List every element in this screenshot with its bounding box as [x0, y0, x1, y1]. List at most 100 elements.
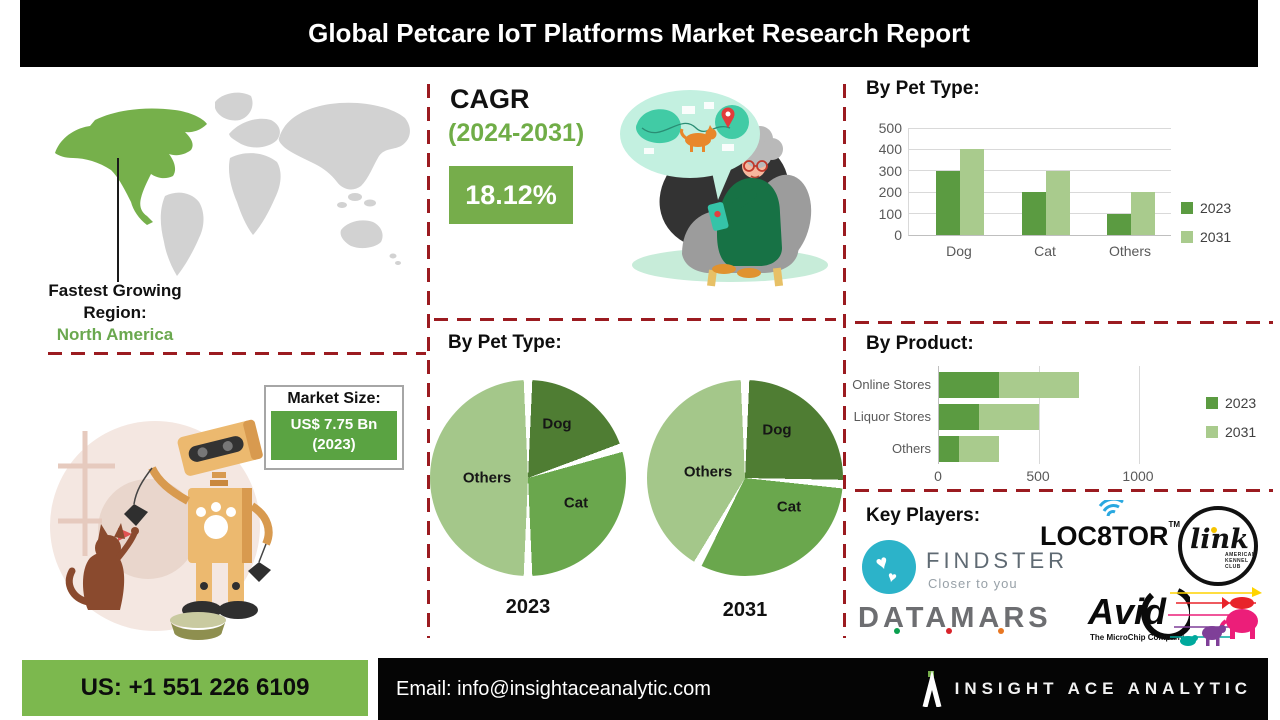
loc8tor-part2: 8	[1097, 521, 1113, 551]
legend-label: 2031	[1225, 424, 1257, 440]
bar-2031-cat	[1046, 170, 1070, 235]
bar-chart-pet-type	[908, 127, 1171, 236]
robot-cat-illustration	[50, 419, 273, 640]
divider-right-horizontal-2	[855, 489, 1273, 492]
market-size-value-badge: US$ 7.75 Bn (2023)	[271, 411, 397, 460]
pie-2023-others-label: Others	[462, 469, 512, 487]
region-label-line1: Fastest Growing	[48, 281, 182, 300]
insight-ace-icon	[922, 671, 942, 707]
segment-2023	[939, 404, 979, 430]
stacked-bar-row	[939, 404, 1039, 430]
datamars-dot-red	[946, 628, 952, 634]
y-tick-label: 0	[894, 227, 902, 243]
findster-icon: ♥ ♥	[862, 540, 916, 594]
email-text: Email: info@insightaceanalytic.com	[396, 658, 711, 720]
key-players-title: Key Players:	[866, 505, 981, 526]
x-category-label: Cat	[1034, 243, 1056, 259]
legend-item: 2023	[1181, 200, 1231, 216]
cat	[65, 523, 139, 610]
pie-section-title: By Pet Type:	[448, 332, 562, 353]
map-continents	[160, 92, 410, 276]
bar-2023-cat	[1022, 192, 1046, 235]
robot	[118, 419, 273, 619]
segment-2031	[979, 404, 1039, 430]
avid-logo: Avid The MicroChip Company	[1088, 585, 1268, 653]
findster-tagline: Closer to you	[928, 576, 1018, 591]
svg-text:♥: ♥	[886, 568, 899, 587]
legend-label: 2023	[1200, 200, 1232, 216]
loc8tor-part1: LOC	[1040, 521, 1097, 551]
y-tick-label: 200	[878, 184, 902, 201]
divider-right-horizontal-1	[855, 321, 1273, 324]
product-chart-x-axis: 0 500 1000	[934, 468, 1178, 484]
gridline	[1139, 366, 1140, 464]
pie-2031-cat-label: Cat	[776, 498, 802, 516]
bar-chart-legend: 2023 2031	[1181, 200, 1231, 245]
market-size-year: (2023)	[312, 436, 356, 453]
findster-logo: ♥ ♥ FINDSTER Closer to you	[862, 540, 1064, 598]
region-pointer-line	[117, 158, 119, 282]
legend-swatch	[1206, 397, 1218, 409]
bar-2023-others	[1107, 213, 1131, 235]
x-tick-label: 500	[1026, 468, 1050, 484]
gridline	[1039, 366, 1040, 464]
findster-name: FINDSTER	[926, 548, 1068, 573]
divider-mid-horizontal	[434, 318, 836, 321]
region-label-line2: Region:	[83, 303, 147, 322]
pie-chart-2023	[430, 380, 626, 576]
header-banner: Global Petcare IoT Platforms Market Rese…	[20, 0, 1258, 67]
email-label: Email:	[396, 678, 452, 700]
bar-chart-product	[938, 366, 1213, 464]
loc8tor-tm: TM	[1168, 520, 1181, 529]
shelf-lines	[58, 431, 115, 556]
location-pin-icon	[721, 107, 735, 128]
bar-chart-x-axis: Dog Cat Others	[908, 243, 1170, 261]
link-akc-logo: link AMERICAN KENNEL CLUB	[1176, 502, 1266, 590]
cagr-value-badge: 18.12%	[449, 166, 573, 224]
legend-item: 2031	[1181, 229, 1231, 245]
paw-print	[196, 502, 236, 539]
y-tick-label: 300	[878, 162, 902, 179]
x-tick-label: 0	[934, 468, 942, 484]
pie-2023-dog-label: Dog	[542, 415, 572, 433]
category-label: Others	[891, 441, 931, 456]
legend-swatch	[1181, 231, 1193, 243]
north-america-shape	[55, 108, 207, 225]
datamars-dot-green	[894, 628, 900, 634]
cagr-period: (2024-2031)	[448, 119, 585, 147]
product-section-title: By Product:	[866, 333, 974, 354]
datamars-dot-orange	[998, 628, 1004, 634]
divider-vertical-1	[427, 84, 430, 638]
segment-2031	[959, 436, 999, 462]
stacked-bar-row	[939, 372, 1079, 398]
speech-bubble-map	[620, 90, 760, 200]
pie-2023-cat-label: Cat	[563, 494, 589, 512]
bar-2031-others	[1131, 192, 1155, 235]
gridline	[909, 170, 1171, 172]
pet-bowl	[170, 612, 226, 640]
segment-2031	[999, 372, 1079, 398]
brand-name: INSIGHT ACE ANALYTIC	[954, 679, 1252, 698]
category-label: Online Stores	[852, 377, 931, 392]
pie-2031-caption: 2031	[722, 599, 768, 621]
page-title: Global Petcare IoT Platforms Market Rese…	[308, 18, 970, 48]
stacked-bar-row	[939, 436, 999, 462]
y-tick-label: 500	[878, 120, 902, 136]
dog-on-map	[680, 125, 717, 152]
bar-chart-y-axis: 0 100 200 300 400 500	[868, 120, 902, 250]
bar-section-title: By Pet Type:	[866, 78, 980, 99]
pie-2031-dog-label: Dog	[762, 421, 792, 439]
legend-swatch	[1181, 202, 1193, 214]
legend-label: 2023	[1225, 395, 1257, 411]
gridline	[909, 127, 1171, 129]
world-map	[55, 92, 410, 276]
fastest-growing-region-label: Fastest Growing Region: North America	[15, 280, 215, 346]
product-chart-legend: 2023 2031	[1206, 395, 1256, 440]
legend-label: 2031	[1200, 229, 1232, 245]
wifi-icon	[1098, 500, 1124, 517]
region-value: North America	[56, 325, 174, 344]
x-tick-label: 1000	[1122, 468, 1154, 484]
segment-2023	[939, 372, 999, 398]
loc8tor-logo: LOC8TORTM	[1040, 500, 1181, 558]
legend-item: 2023	[1206, 395, 1256, 411]
